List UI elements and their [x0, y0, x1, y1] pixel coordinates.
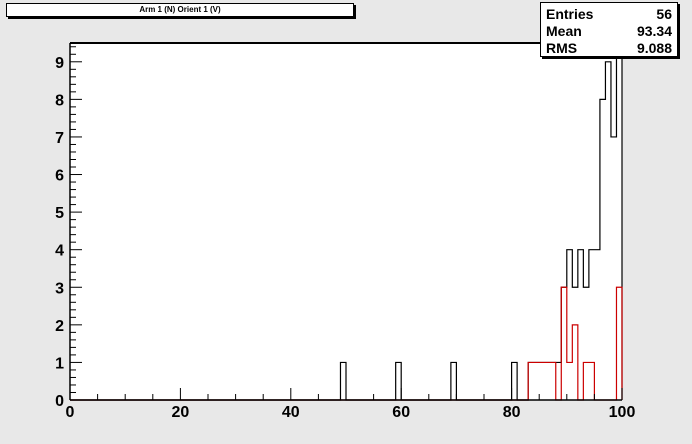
y-tick-label: 5 — [55, 205, 64, 222]
stats-label: RMS — [546, 39, 578, 56]
plot-area — [70, 43, 622, 400]
stats-row-entries: Entries 56 — [546, 5, 672, 22]
x-tick-label: 0 — [66, 404, 75, 421]
stats-label: Entries — [546, 5, 594, 22]
stats-row-rms: RMS 9.088 — [546, 39, 672, 56]
stats-value: 56 — [656, 5, 672, 22]
x-tick-label: 40 — [282, 404, 300, 421]
x-tick-label: 80 — [503, 404, 521, 421]
x-tick-label: 100 — [609, 404, 636, 421]
axes: 0 20 40 60 80 100 0 1 2 3 4 5 6 7 8 9 — [55, 42, 636, 421]
stats-box: Entries 56 Mean 93.34 RMS 9.088 — [540, 2, 678, 57]
y-tick-label: 1 — [55, 355, 64, 372]
x-tick-label: 20 — [172, 404, 190, 421]
y-tick-label: 6 — [55, 168, 64, 185]
plot-title: Arm 1 (N) Orient 1 (V) — [6, 3, 354, 17]
y-tick-label: 9 — [55, 55, 64, 72]
y-tick-label: 4 — [55, 243, 64, 260]
y-tick-label: 3 — [55, 280, 64, 297]
x-tick-label: 60 — [392, 404, 410, 421]
y-tick-label: 2 — [55, 318, 64, 335]
y-tick-label: 0 — [55, 393, 64, 410]
stats-label: Mean — [546, 22, 582, 39]
y-tick-label: 8 — [55, 92, 64, 109]
stats-value: 93.34 — [636, 22, 672, 39]
stats-row-mean: Mean 93.34 — [546, 22, 672, 39]
y-tick-label: 7 — [55, 130, 64, 147]
stats-value: 9.088 — [636, 39, 672, 56]
